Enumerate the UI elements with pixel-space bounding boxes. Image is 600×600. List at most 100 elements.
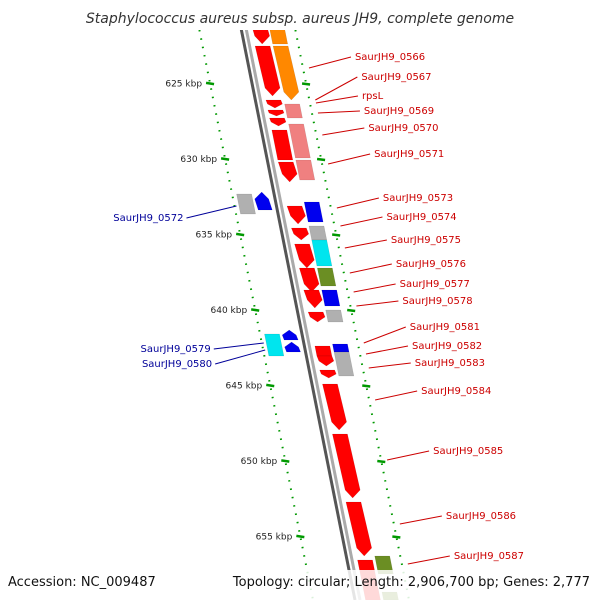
gene-feature [316,355,335,367]
gene-label-rpsl: rpsL [362,91,384,102]
gene-feature [307,311,326,323]
tick-label: 635 kbp [195,231,232,241]
tick-label: 655 kbp [256,533,293,543]
gene-label-saurjh9_0569: SaurJH9_0569 [364,106,434,117]
gene-label-saurjh9_0567: SaurJH9_0567 [361,72,431,83]
gene-callout-line [356,300,399,307]
gene-feature [333,351,355,377]
gene-label-saurjh9_0585: SaurJH9_0585 [433,446,503,457]
gene-labels: SaurJH9_0566 SaurJH9_0567 rpsL SaurJH9_0569… [113,52,524,565]
gene-features [236,17,399,600]
gene-feature [265,99,283,109]
tick-label: 645 kbp [226,382,263,392]
gene-callout-line [186,205,237,219]
gene-feature [254,45,281,97]
gene-label-saurjh9_0584: SaurJH9_0584 [421,386,491,397]
gene-callout-line [363,326,406,344]
gene-label-saurjh9_0586: SaurJH9_0586 [446,511,516,522]
gene-callout-line [368,362,411,369]
gene-callout-line [344,239,387,249]
gene-label-saurjh9_0587: SaurJH9_0587 [454,551,524,562]
gene-feature [308,225,328,241]
gene-label-saurjh9_0583: SaurJH9_0583 [415,358,485,369]
gene-feature [236,193,256,215]
gene-label-saurjh9_0573: SaurJH9_0573 [383,193,453,204]
tick-mark [251,308,260,312]
outer-tick-mark [392,535,401,539]
gene-feature [295,159,316,181]
gene-label-saurjh9_0566: SaurJH9_0566 [355,52,425,63]
gene-feature [286,205,306,225]
gene-feature [277,161,298,183]
gene-callout-line [322,127,365,136]
gene-callout-line [308,56,352,69]
gene-callout-line [340,216,383,227]
tick-mark [220,157,230,161]
gene-callout-line [407,555,450,565]
map-title: Staphylococcus aureus subsp. aureus JH9,… [86,11,514,27]
gene-feature [317,267,337,287]
gene-feature [254,191,273,211]
gene-feature [298,267,320,293]
gene-label-saurjh9_0581: SaurJH9_0581 [410,322,480,333]
gene-callout-line [336,197,379,209]
gene-feature [272,45,300,101]
gene-feature [284,103,303,119]
gene-label-saurjh9_0580: SaurJH9_0580 [142,359,212,370]
gene-feature [314,345,333,357]
gene-feature [267,109,285,117]
gene-feature [321,289,341,307]
gene-callout-line [349,263,392,274]
gene-feature [332,343,350,353]
tick-label: 640 kbp [211,306,248,316]
gene-label-saurjh9_0575: SaurJH9_0575 [391,235,461,246]
gene-callout-line [317,110,360,114]
gene-label-saurjh9_0570: SaurJH9_0570 [368,123,438,134]
gene-feature [288,123,311,159]
tick-label: 650 kbp [241,457,278,467]
gene-callout-line [365,345,409,355]
tick-mark [235,232,245,237]
gene-callout-line [327,153,371,165]
accession-text: Accession: NC_009487 [8,575,156,590]
gene-feature [319,369,337,379]
tick-label: 625 kbp [165,80,202,90]
gene-feature [264,333,285,357]
gene-feature [322,383,347,431]
gene-feature [294,243,315,269]
gene-label-saurjh9_0577: SaurJH9_0577 [400,279,470,290]
gene-feature [332,433,361,499]
gene-callout-line [215,349,266,365]
outer-tick-mark [331,233,341,237]
gene-feature [311,239,333,267]
gene-label-saurjh9_0571: SaurJH9_0571 [374,149,444,160]
gene-label-saurjh9_0579: SaurJH9_0579 [141,344,211,355]
gene-feature [271,129,294,161]
genome-backbone [237,17,362,600]
gene-feature [290,227,310,241]
gene-callout-line [386,450,430,461]
outer-tick-mark [362,384,371,388]
gene-feature [269,117,287,127]
footer-band [0,570,600,600]
outer-tick-mark [301,82,311,86]
outer-tick-mark [316,157,326,162]
gene-callout-line [315,95,359,104]
gene-label-saurjh9_0574: SaurJH9_0574 [386,212,456,223]
gene-callout-line [399,515,442,525]
outer-tick-mark [377,459,386,464]
gene-callout-line [375,390,418,401]
gene-label-saurjh9_0572: SaurJH9_0572 [113,213,183,224]
gene-feature [345,501,373,557]
gene-feature [284,341,301,353]
gene-callout-line [353,283,396,293]
gene-feature [303,289,323,309]
tick-mark [281,459,290,463]
gene-feature [281,329,299,341]
tick-mark [296,534,305,539]
gene-feature [325,309,344,323]
outer-tick-mark [347,308,356,313]
gene-label-saurjh9_0578: SaurJH9_0578 [402,296,472,307]
gene-label-saurjh9_0582: SaurJH9_0582 [412,341,482,352]
